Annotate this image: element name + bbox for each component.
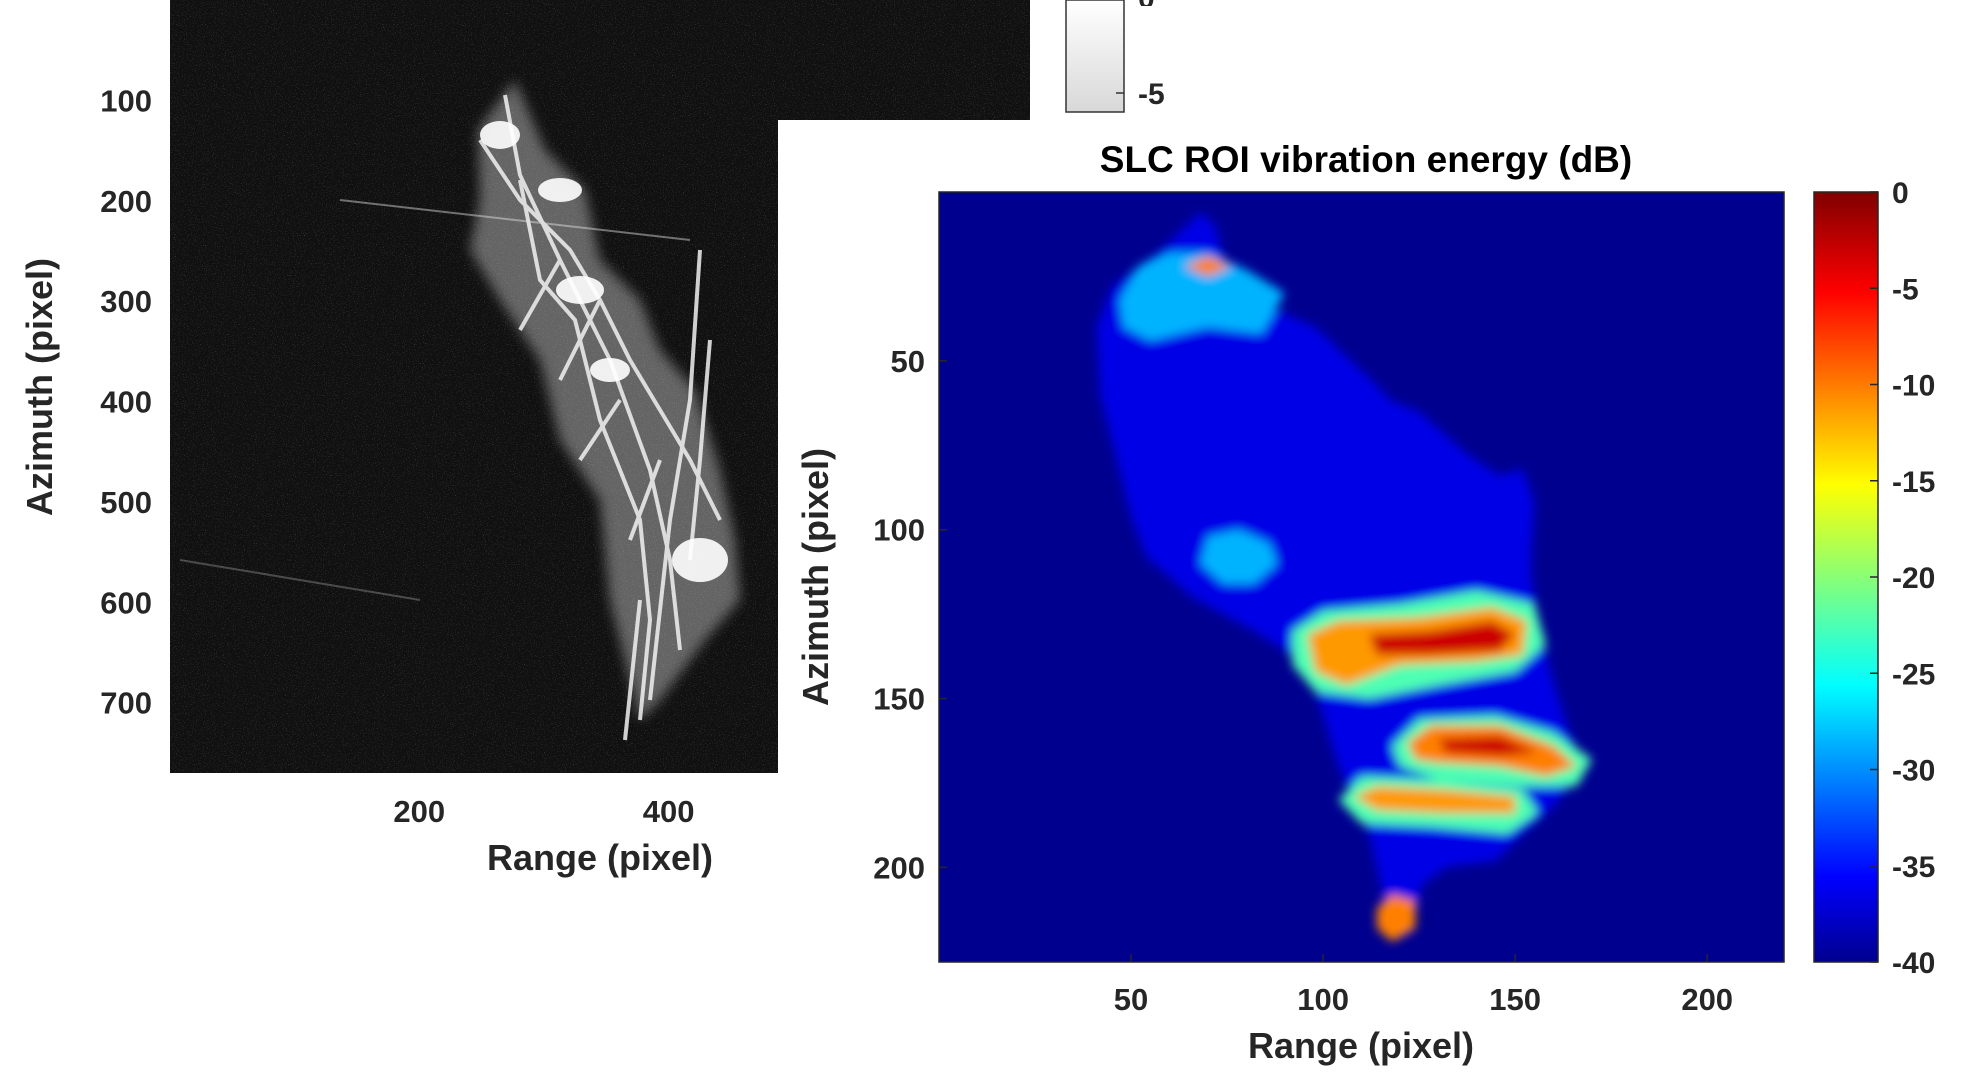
left-y-tick-700: 700	[100, 686, 152, 721]
vibration-energy-panel: SLC ROI vibration energy (dB) 50 100 150 20…	[778, 120, 1964, 1080]
right-x-tick-100: 100	[1297, 982, 1349, 1017]
energy-map	[1096, 212, 1592, 942]
energy-map-frame	[938, 191, 1785, 963]
colorbar-tick--30: -30	[1892, 755, 1935, 788]
right-y-tick-labels: 50 100 150 200	[873, 344, 947, 885]
right-y-tick-200: 200	[873, 850, 925, 885]
right-x-axis-label: Range (pixel)	[1248, 1025, 1474, 1066]
left-y-tick-labels: 100 200 300 400 500 600 700	[100, 83, 152, 720]
colorbar-tick--25: -25	[1892, 658, 1935, 691]
energy-regions	[1096, 212, 1592, 942]
right-x-tick-150: 150	[1489, 982, 1541, 1017]
left-colorbar	[1065, 0, 1125, 113]
left-y-tick-100: 100	[100, 83, 152, 118]
colorbar-tick--20: -20	[1892, 562, 1935, 595]
colorbar-tick--15: -15	[1892, 466, 1935, 499]
energy-region-6	[1369, 620, 1516, 655]
left-y-tick-200: 200	[100, 184, 152, 219]
right-x-tick-labels: 50 100 150 200	[1114, 954, 1733, 1017]
energy-region-9	[1438, 735, 1539, 756]
left-y-tick-400: 400	[100, 385, 152, 420]
left-y-axis-label: Azimuth (pixel)	[19, 258, 60, 516]
right-chart-title: SLC ROI vibration energy (dB)	[1100, 139, 1632, 180]
energy-region-11	[1353, 786, 1516, 814]
left-x-axis-label: Range (pixel)	[487, 837, 713, 878]
energy-region-3	[1200, 529, 1277, 584]
energy-region-2	[1184, 256, 1231, 277]
energy-region-1	[1119, 252, 1285, 341]
jet-colorbar	[1813, 191, 1879, 963]
energy-region-12	[1376, 894, 1416, 942]
right-x-tick-200: 200	[1681, 982, 1733, 1017]
tower-lattice	[179, 94, 722, 741]
colorbar-tick--40: -40	[1892, 947, 1935, 980]
tower-reflection	[179, 80, 740, 741]
right-y-tick-150: 150	[873, 682, 925, 717]
right-y-axis-label: Azimuth (pixel)	[795, 448, 836, 706]
tower-bright-spots	[480, 121, 728, 582]
colorbar-tick-0: 0	[1892, 177, 1909, 210]
right-x-tick-50: 50	[1114, 982, 1148, 1017]
colorbar-tick--35: -35	[1892, 851, 1935, 884]
colorbar-tick--10: -10	[1892, 370, 1935, 403]
left-y-tick-300: 300	[100, 284, 152, 319]
colorbar-tick--5: -5	[1892, 273, 1919, 306]
left-x-tick-200: 200	[393, 794, 445, 829]
left-x-tick-400: 400	[643, 794, 695, 829]
left-colorbar-partial-tick-label: 0	[1138, 0, 1155, 15]
right-y-tick-50: 50	[891, 344, 925, 379]
left-colorbar-tick-label: -5	[1138, 78, 1165, 111]
left-y-tick-500: 500	[100, 485, 152, 520]
left-y-tick-600: 600	[100, 585, 152, 620]
right-y-tick-100: 100	[873, 513, 925, 548]
jet-colorbar-ticks: 0 -5 -10 -15 -20 -25 -30 -35 -40	[1870, 177, 1935, 980]
